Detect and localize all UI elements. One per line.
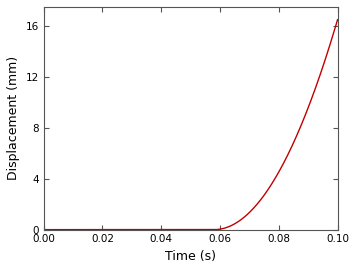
Y-axis label: Displacement (mm): Displacement (mm)	[7, 56, 20, 180]
X-axis label: Time (s): Time (s)	[165, 250, 216, 263]
